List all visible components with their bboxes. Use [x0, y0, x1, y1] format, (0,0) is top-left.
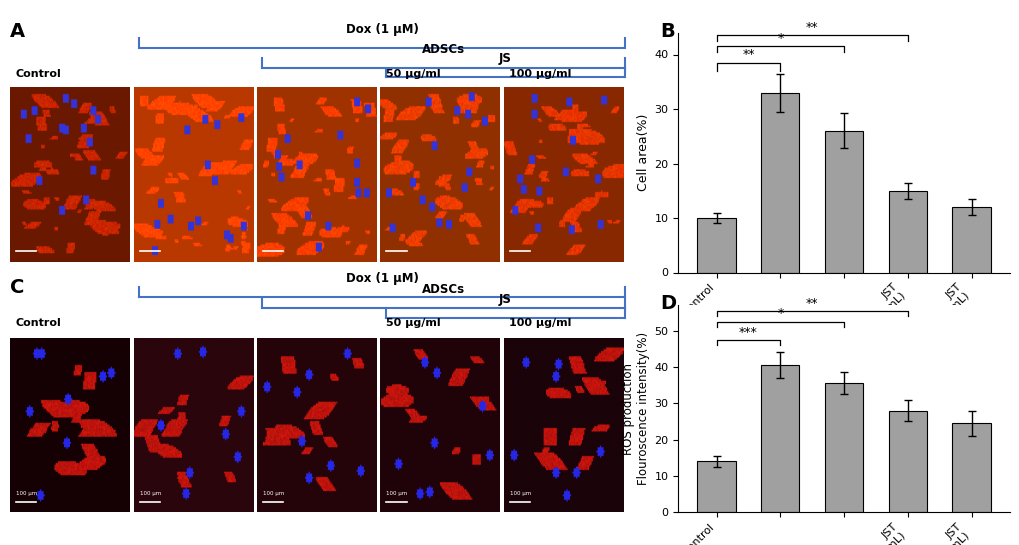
Text: Dox (1 μM): Dox (1 μM) [345, 23, 418, 36]
Bar [824, 131, 862, 272]
Text: 100 μg/ml: 100 μg/ml [508, 69, 571, 79]
Text: 50 μg/ml: 50 μg/ml [385, 69, 440, 79]
Bar [760, 365, 799, 512]
Bar [697, 218, 735, 272]
Text: JS: JS [498, 52, 512, 65]
Text: ***: *** [739, 325, 757, 338]
Bar [697, 462, 735, 512]
Bar [824, 383, 862, 512]
Bar [952, 207, 989, 272]
Text: *: * [776, 32, 783, 45]
Text: *: * [776, 307, 783, 320]
Text: ADSCs: ADSCs [422, 43, 465, 56]
Text: Dox (1 μM): Dox (1 μM) [345, 272, 418, 285]
Text: Control: Control [15, 318, 61, 328]
Text: 100 μm: 100 μm [140, 491, 161, 496]
Text: Control: Control [15, 69, 61, 79]
Text: JS: JS [498, 293, 512, 306]
Text: A: A [10, 22, 25, 41]
Bar [888, 410, 926, 512]
Text: 100 μm: 100 μm [510, 491, 531, 496]
Text: 100 μm: 100 μm [263, 491, 284, 496]
Y-axis label: Cell area(%): Cell area(%) [637, 114, 650, 191]
Text: ADSCs: ADSCs [422, 283, 465, 296]
Text: 100 μg/ml: 100 μg/ml [508, 318, 571, 328]
Text: 100 μm: 100 μm [386, 491, 408, 496]
Bar [952, 423, 989, 512]
Text: **: ** [742, 48, 754, 61]
Text: D: D [659, 294, 676, 313]
Text: **: ** [805, 296, 817, 310]
Bar [760, 93, 799, 272]
Text: ADSCs: ADSCs [823, 317, 863, 327]
Text: 100 μm: 100 μm [16, 491, 38, 496]
Text: **: ** [805, 21, 817, 34]
Text: C: C [10, 278, 24, 297]
Text: Dox: Dox [832, 336, 855, 346]
Text: B: B [659, 22, 674, 41]
Bar [888, 191, 926, 272]
Y-axis label: ROS production
Flouroscence intensity(%): ROS production Flouroscence intensity(%) [622, 332, 650, 485]
Text: 50 μg/ml: 50 μg/ml [385, 318, 440, 328]
